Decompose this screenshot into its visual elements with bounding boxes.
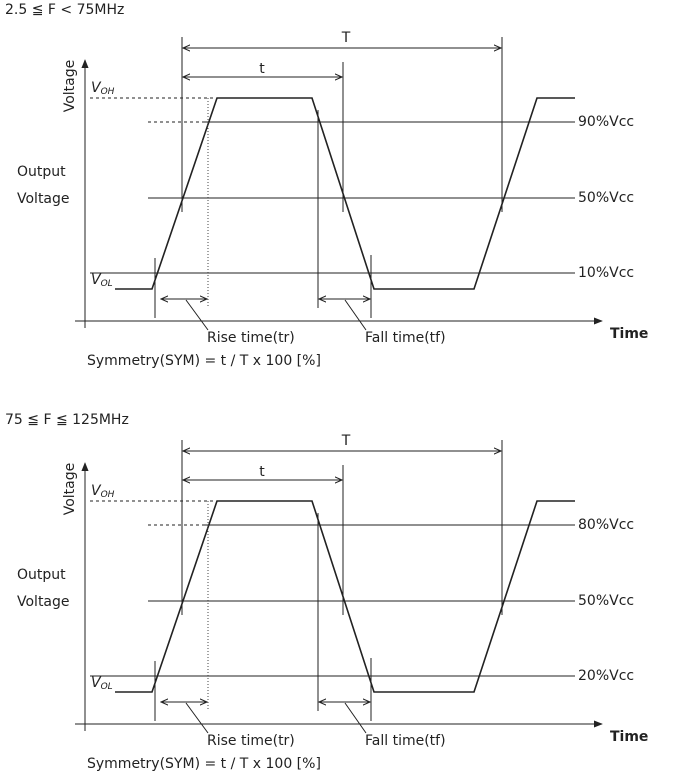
fall-label: Fall time(tf) [365, 330, 446, 346]
axis-label: Voltage [62, 463, 78, 516]
leader [185, 299, 209, 331]
formula: Symmetry(SYM) = t / T x 100 [%] [87, 756, 321, 772]
output-label: Output [17, 567, 66, 583]
output-label: Voltage [17, 191, 70, 207]
voh-main: V [91, 483, 102, 499]
vol-label: VOL [91, 675, 113, 692]
timing-panel: 2.5 ≦ F < 75MHz Voltage Output Voltage Time V… [5, 2, 648, 369]
waveform [115, 97, 575, 290]
vol-main: V [91, 675, 102, 691]
voh-main: V [91, 80, 102, 96]
leader [185, 702, 209, 734]
rise-label: Rise time(tr) [207, 733, 295, 749]
voh-sub: OH [101, 490, 115, 500]
voh-sub: OH [101, 87, 115, 97]
axis-label: Voltage [62, 60, 78, 113]
level-label: 80%Vcc [578, 517, 634, 533]
time-label: Time [610, 326, 648, 342]
vol-sub: OL [101, 682, 113, 692]
voh-label: VOH [91, 80, 115, 97]
output-label: Voltage [17, 594, 70, 610]
leader [344, 299, 367, 331]
period-label: T [341, 433, 351, 449]
fall-label: Fall time(tf) [365, 733, 446, 749]
level-label: 90%Vcc [578, 114, 634, 130]
width-label: t [259, 61, 265, 77]
time-label: Time [610, 729, 648, 745]
vol-sub: OL [101, 279, 113, 289]
formula: Symmetry(SYM) = t / T x 100 [%] [87, 353, 321, 369]
leader [344, 702, 367, 734]
level-label: 10%Vcc [578, 265, 634, 281]
level-label: 20%Vcc [578, 668, 634, 684]
vol-main: V [91, 272, 102, 288]
width-label: t [259, 464, 265, 480]
voh-label: VOH [91, 483, 115, 500]
output-label: Output [17, 164, 66, 180]
panel-heading: 75 ≦ F ≦ 125MHz [5, 412, 129, 428]
waveform [115, 500, 575, 693]
period-label: T [341, 30, 351, 46]
timing-panel: 75 ≦ F ≦ 125MHz Voltage Output Voltage Time V… [5, 412, 648, 772]
rise-label: Rise time(tr) [207, 330, 295, 346]
level-label: 50%Vcc [578, 593, 634, 609]
panel-heading: 2.5 ≦ F < 75MHz [5, 2, 124, 18]
level-label: 50%Vcc [578, 190, 634, 206]
vol-label: VOL [91, 272, 113, 289]
